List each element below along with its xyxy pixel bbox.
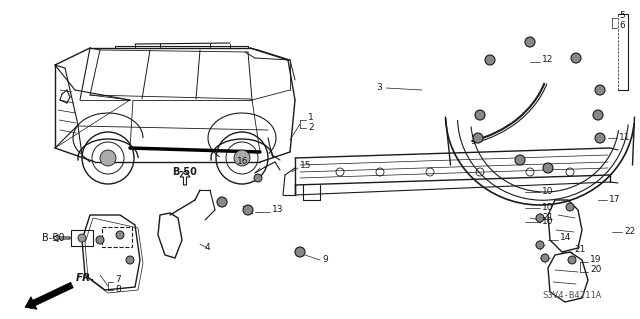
Circle shape: [126, 256, 134, 264]
Text: FR.: FR.: [76, 273, 95, 283]
Circle shape: [295, 247, 305, 257]
Circle shape: [593, 110, 603, 120]
Circle shape: [536, 214, 544, 222]
Text: 7: 7: [115, 276, 121, 285]
Text: 20: 20: [590, 265, 602, 275]
Text: 15: 15: [300, 161, 312, 170]
Text: 16: 16: [237, 158, 248, 167]
Circle shape: [96, 236, 104, 244]
Circle shape: [254, 174, 262, 182]
Text: 2: 2: [308, 123, 314, 132]
Circle shape: [568, 256, 576, 264]
Text: 6: 6: [619, 20, 625, 29]
Circle shape: [541, 254, 549, 262]
Circle shape: [116, 231, 124, 239]
Circle shape: [515, 155, 525, 165]
Text: 21: 21: [574, 246, 586, 255]
Circle shape: [536, 241, 544, 249]
Text: 14: 14: [560, 234, 572, 242]
Circle shape: [78, 234, 86, 242]
Text: S3V4-B4211A: S3V4-B4211A: [543, 292, 602, 300]
Text: 21: 21: [542, 213, 554, 222]
Circle shape: [243, 205, 253, 215]
Circle shape: [543, 163, 553, 173]
Circle shape: [595, 85, 605, 95]
Circle shape: [485, 55, 495, 65]
Text: 5: 5: [619, 11, 625, 19]
Text: 1: 1: [308, 114, 314, 122]
Circle shape: [475, 110, 485, 120]
Text: 3: 3: [376, 84, 382, 93]
Text: 10: 10: [542, 218, 554, 226]
Circle shape: [473, 133, 483, 143]
Text: 11: 11: [619, 133, 630, 143]
Text: B-50: B-50: [173, 167, 197, 177]
Text: 10: 10: [542, 188, 554, 197]
Circle shape: [100, 150, 116, 166]
Text: 19: 19: [590, 256, 602, 264]
Circle shape: [525, 37, 535, 47]
Text: 17: 17: [609, 196, 621, 204]
Circle shape: [595, 133, 605, 143]
Text: 9: 9: [322, 256, 328, 264]
FancyArrow shape: [25, 282, 74, 309]
Text: 22: 22: [624, 227, 636, 236]
Circle shape: [566, 203, 574, 211]
Circle shape: [234, 150, 250, 166]
Text: 8: 8: [115, 286, 121, 294]
Text: 10: 10: [542, 204, 554, 212]
Text: 4: 4: [204, 243, 210, 253]
Text: B-50: B-50: [42, 233, 65, 243]
Text: 13: 13: [272, 205, 284, 214]
Circle shape: [571, 53, 581, 63]
Circle shape: [217, 197, 227, 207]
Text: 12: 12: [542, 56, 554, 64]
